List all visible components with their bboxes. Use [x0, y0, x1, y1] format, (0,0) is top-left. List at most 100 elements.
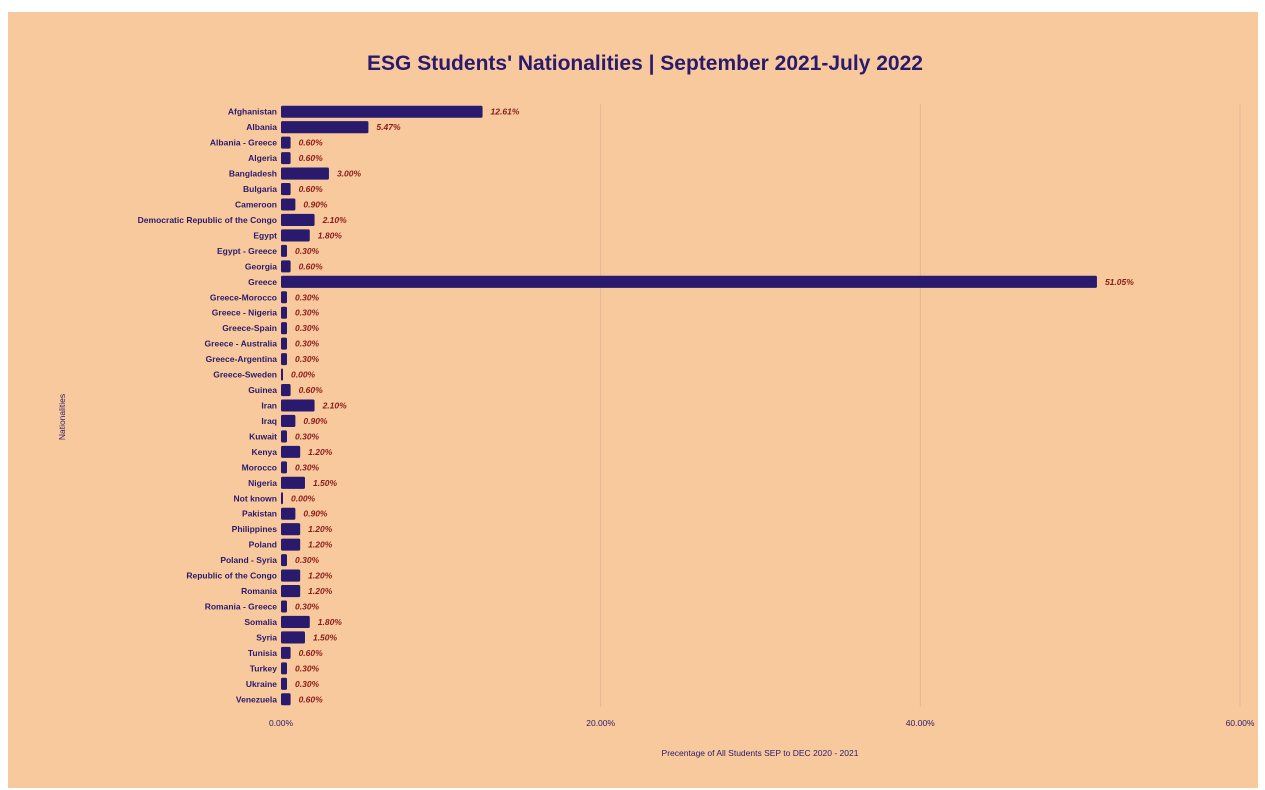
category-label: Somalia — [244, 617, 277, 627]
value-labels: 12.61% 5.47% 0.60% 0.60% 3.00% 0.60% 0.90% 2.10… — [291, 107, 1134, 705]
value-label: 3.00% — [337, 169, 362, 179]
value-label: 1.20% — [308, 586, 333, 596]
value-label: 0.30% — [295, 602, 320, 612]
bar — [281, 198, 296, 211]
category-labels: Afghanistan Albania Albania - Greece Algeri… — [138, 107, 278, 705]
value-label: 0.00% — [291, 493, 316, 503]
bar — [281, 353, 287, 366]
x-axis-title: Precentage of All Students SEP to DEC 20… — [662, 748, 859, 758]
value-label: 1.50% — [313, 478, 338, 488]
value-label: 5.47% — [376, 122, 401, 132]
bar — [281, 538, 301, 551]
category-label: Albania - Greece — [210, 138, 277, 148]
category-label: Morocco — [242, 462, 277, 472]
category-label: Syria — [256, 632, 277, 642]
bar — [281, 368, 283, 381]
category-label: Nigeria — [248, 478, 277, 488]
value-label: 0.60% — [299, 694, 324, 704]
value-label: 2.10% — [322, 215, 348, 225]
category-label: Georgia — [245, 261, 277, 271]
x-tick-label: 40.00% — [906, 718, 935, 728]
value-label: 1.80% — [318, 617, 343, 627]
bar — [281, 229, 310, 242]
category-label: Iran — [261, 401, 277, 411]
y-axis-title: Nationalities — [57, 394, 67, 440]
category-label: Algeria — [248, 153, 277, 163]
category-label: Greece — [248, 277, 277, 287]
value-label: 1.20% — [308, 524, 333, 534]
category-label: Greece - Nigeria — [212, 308, 277, 318]
chart-title: ESG Students' Nationalities | September … — [367, 52, 923, 75]
bar — [281, 677, 287, 690]
value-label: 0.60% — [299, 261, 324, 271]
category-label: Pakistan — [242, 509, 277, 519]
chart-panel — [8, 12, 1258, 788]
category-label: Romania - Greece — [205, 602, 278, 612]
bars — [281, 105, 1097, 706]
bar — [281, 337, 287, 350]
value-label: 2.10% — [322, 401, 348, 411]
value-label: 1.20% — [308, 447, 333, 457]
value-label: 0.60% — [299, 153, 324, 163]
bar — [281, 414, 296, 427]
category-label: Cameroon — [235, 200, 277, 210]
value-label: 0.30% — [295, 354, 320, 364]
category-label: Iraq — [261, 416, 277, 426]
category-label: Bangladesh — [229, 169, 277, 179]
bar — [281, 476, 305, 489]
value-label: 0.90% — [303, 416, 328, 426]
category-label: Ukraine — [246, 679, 277, 689]
bar — [281, 523, 301, 536]
x-tick-labels: 0.00% 20.00% 40.00% 60.00% — [269, 718, 1255, 728]
value-label: 0.60% — [299, 138, 324, 148]
value-label: 0.30% — [295, 308, 320, 318]
bar — [281, 384, 291, 397]
bar — [281, 213, 315, 226]
bar — [281, 693, 291, 706]
bar — [281, 105, 483, 118]
bar — [281, 306, 287, 319]
bar — [281, 260, 291, 273]
value-label: 0.90% — [303, 509, 328, 519]
category-label: Venezuela — [236, 694, 277, 704]
category-label: Kuwait — [249, 431, 277, 441]
bar — [281, 569, 301, 582]
value-label: 0.30% — [295, 431, 320, 441]
value-label: 12.61% — [491, 107, 520, 117]
value-label: 0.30% — [295, 339, 320, 349]
bar — [281, 662, 287, 675]
bar — [281, 275, 1097, 288]
bar — [281, 152, 291, 165]
bar — [281, 322, 287, 335]
bar — [281, 646, 291, 659]
value-label: 1.20% — [308, 540, 333, 550]
bar — [281, 507, 296, 520]
category-label: Poland - Syria — [220, 555, 277, 565]
bar — [281, 492, 283, 505]
value-label: 1.80% — [318, 230, 343, 240]
gridlines — [600, 104, 1241, 707]
bar — [281, 461, 287, 474]
bar — [281, 445, 301, 458]
category-label: Turkey — [250, 663, 278, 673]
category-label: Romania — [241, 586, 277, 596]
bar — [281, 585, 301, 598]
category-label: Bulgaria — [243, 184, 277, 194]
category-label: Guinea — [248, 385, 277, 395]
bar — [281, 291, 287, 304]
category-label: Poland — [249, 540, 277, 550]
bar — [281, 136, 291, 149]
x-tick-label: 60.00% — [1226, 718, 1255, 728]
category-label: Greece-Spain — [222, 323, 277, 333]
category-label: Republic of the Congo — [186, 571, 277, 581]
category-label: Kenya — [251, 447, 277, 457]
value-label: 51.05% — [1105, 277, 1134, 287]
bar — [281, 399, 315, 412]
x-tick-label: 0.00% — [269, 718, 294, 728]
value-label: 0.30% — [295, 462, 320, 472]
bar — [281, 631, 305, 644]
value-label: 0.60% — [299, 648, 324, 658]
value-label: 0.60% — [299, 385, 324, 395]
value-label: 0.30% — [295, 663, 320, 673]
